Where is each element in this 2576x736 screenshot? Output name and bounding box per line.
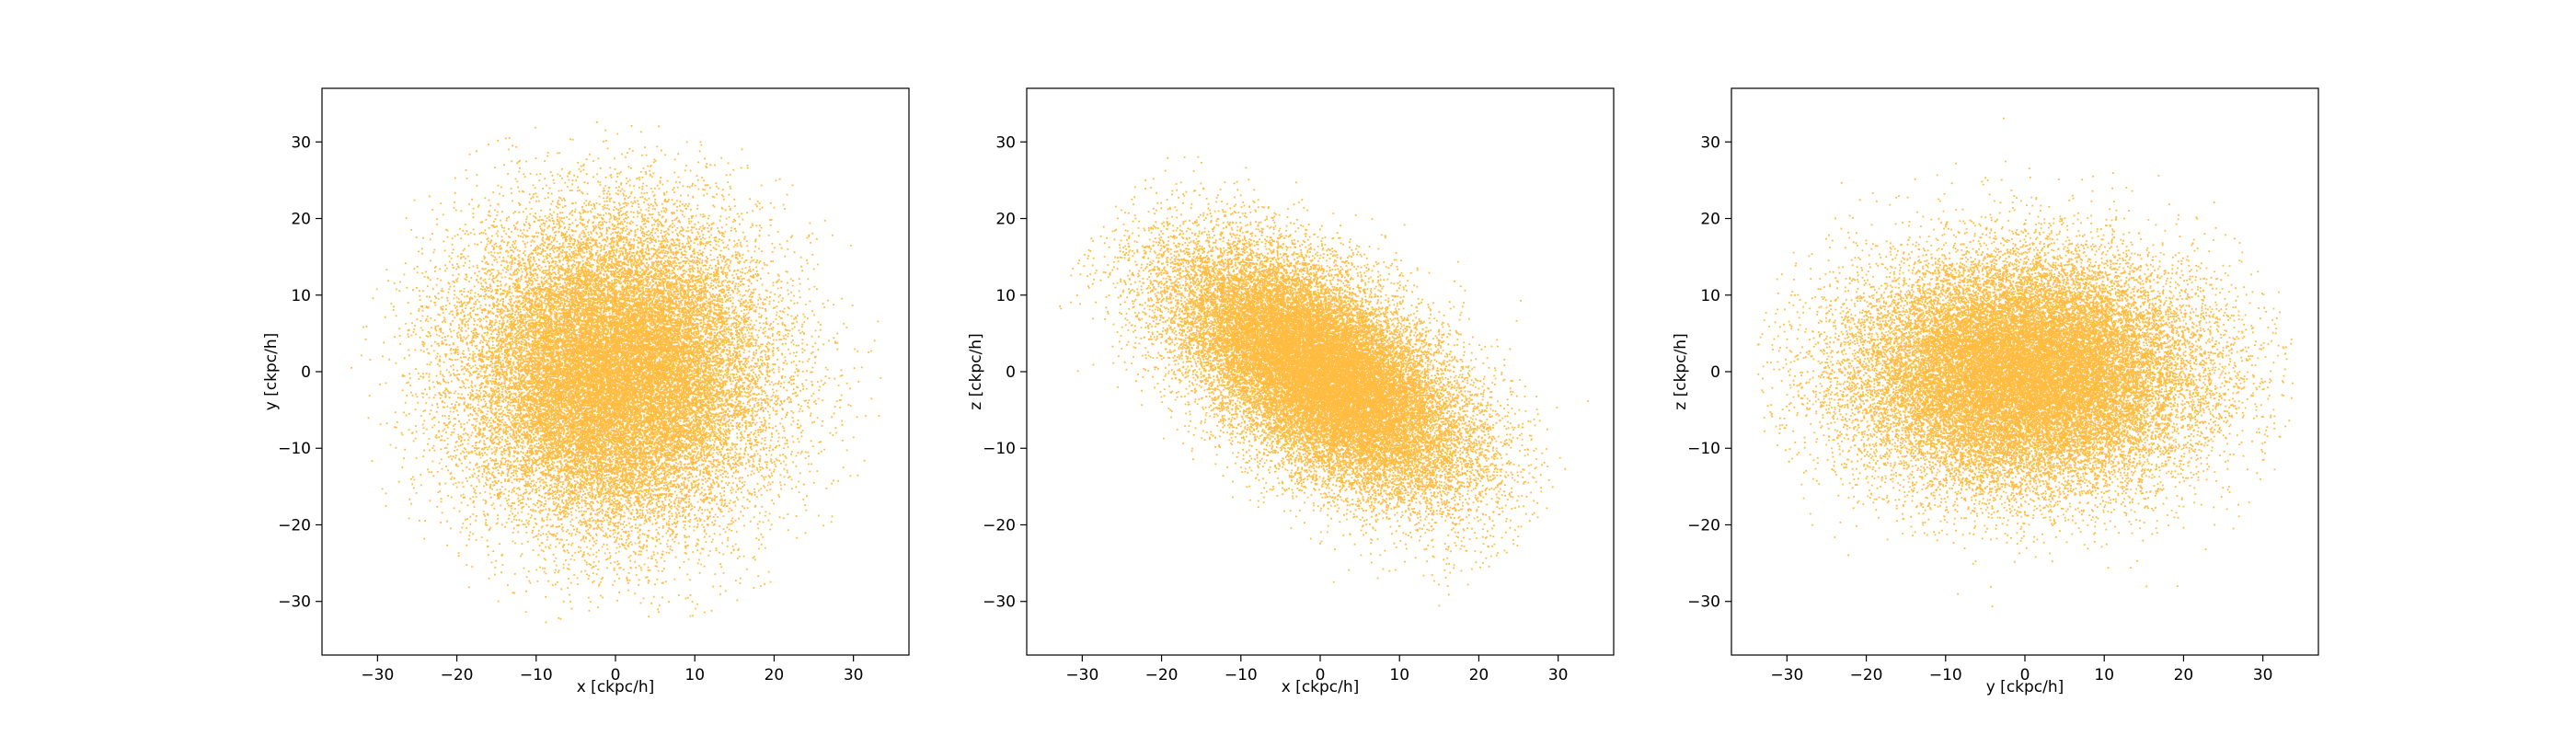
y-tick-label: 20 [995, 211, 1016, 229]
x-tick-label: −30 [1065, 666, 1098, 684]
y-tick-label: −10 [983, 440, 1016, 458]
y-tick-label: 30 [1700, 133, 1720, 152]
x-tick-label: 10 [2094, 666, 2114, 684]
x-tick-label: 10 [684, 666, 705, 684]
y-axis-label: y [ckpc/h] [262, 333, 281, 411]
x-tick-label: 0 [611, 666, 621, 684]
x-ticks-xy: −30 −20 −10 0 10 20 30 [361, 655, 863, 684]
x-ticks-xz: −30 −20 −10 0 10 20 30 [1065, 655, 1568, 684]
y-tick-label: 10 [995, 287, 1016, 305]
y-axis-label: z [ckpc/h] [1672, 333, 1690, 409]
x-tick-label: 20 [765, 666, 785, 684]
y-tick-label: 10 [1700, 287, 1720, 305]
x-tick-label: 30 [1548, 666, 1569, 684]
x-tick-label: −30 [361, 666, 394, 684]
x-axis-label: y [ckpc/h] [1986, 678, 2064, 696]
x-tick-label: 0 [2020, 666, 2030, 684]
y-tick-label: −20 [278, 516, 311, 535]
y-ticks-xz: −30 −20 −10 0 10 20 30 [983, 133, 1027, 612]
x-tick-label: 20 [1469, 666, 1489, 684]
y-tick-label: −10 [1687, 440, 1720, 458]
y-tick-label: 20 [291, 211, 311, 229]
x-tick-label: 30 [844, 666, 864, 684]
x-tick-label: 20 [2174, 666, 2194, 684]
y-tick-label: −20 [1687, 516, 1720, 535]
x-tick-label: −20 [441, 666, 474, 684]
scatter-point-cloud [351, 121, 882, 624]
x-axis-label: x [ckpc/h] [1282, 678, 1360, 696]
y-tick-label: 10 [291, 287, 311, 305]
x-tick-label: −20 [1850, 666, 1883, 684]
panel-xz: −30 −20 −10 0 10 20 30 −30 −20 −10 0 10 20 30 x [ckp… [967, 87, 1615, 696]
x-tick-label: 10 [1389, 666, 1409, 684]
panel-yz: −30 −20 −10 0 10 20 30 −30 −20 −10 0 10 20 30 y [ckp… [1672, 87, 2319, 696]
y-tick-label: −30 [278, 593, 311, 612]
x-tick-label: −20 [1145, 666, 1179, 684]
scatter-points-xz [1059, 155, 1589, 607]
x-tick-label: −10 [1929, 666, 1962, 684]
y-tick-label: 0 [1006, 363, 1016, 382]
y-tick-label: −30 [983, 593, 1016, 612]
y-tick-label: 30 [291, 133, 311, 152]
x-tick-label: −10 [1225, 666, 1258, 684]
x-tick-label: −10 [520, 666, 553, 684]
y-ticks-xy: −30 −20 −10 0 10 20 30 [278, 133, 322, 612]
y-tick-label: −30 [1687, 593, 1720, 612]
x-tick-label: −30 [1770, 666, 1803, 684]
y-tick-label: 20 [1700, 211, 1720, 229]
scatter-point-cloud [1756, 117, 2294, 608]
y-tick-label: 30 [995, 133, 1016, 152]
panel-xy: −30 −20 −10 0 10 20 30 −30 −20 −10 0 10 20 30 x [ckp… [262, 87, 910, 696]
y-ticks-yz: −30 −20 −10 0 10 20 30 [1687, 133, 1731, 612]
y-axis-label: z [ckpc/h] [967, 333, 985, 409]
scatter-points-yz [1756, 117, 2294, 608]
scatter-point-cloud [1059, 155, 1589, 607]
x-tick-label: 30 [2253, 666, 2273, 684]
y-tick-label: 0 [1710, 363, 1720, 382]
x-ticks-yz: −30 −20 −10 0 10 20 30 [1770, 655, 2272, 684]
scatter-points-xy [351, 121, 882, 624]
x-axis-label: x [ckpc/h] [577, 678, 655, 696]
y-tick-label: −20 [983, 516, 1016, 535]
y-tick-label: 0 [301, 363, 311, 382]
y-tick-label: −10 [278, 440, 311, 458]
x-tick-label: 0 [1316, 666, 1326, 684]
